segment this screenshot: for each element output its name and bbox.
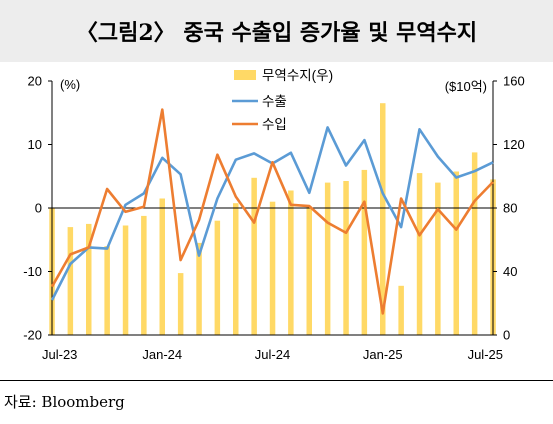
trade-balance-bar <box>453 171 459 335</box>
legend-label: 수출 <box>262 94 287 109</box>
trade-balance-bar <box>141 215 147 335</box>
trade-balance-bar <box>361 169 368 335</box>
trade-balance-bar <box>269 201 276 335</box>
trade-balance-bar <box>159 198 165 335</box>
trade-balance-bar <box>471 152 478 335</box>
x-tick-label: Jan-25 <box>363 347 403 362</box>
trade-balance-bar <box>398 285 404 335</box>
chart-area: 20 10 0 -10 -20 160 120 80 40 0 (%) ($10억) Jul-23 Jan… <box>0 62 553 380</box>
x-tick-label: Jul-24 <box>255 347 290 362</box>
trade-balance-bar <box>380 103 386 335</box>
source-note: 자료: Bloomberg <box>4 393 125 411</box>
trade-balance-bar <box>324 182 331 335</box>
right-tick-label: 40 <box>503 264 517 279</box>
left-tick-label: 20 <box>28 74 42 89</box>
left-axis-unit: (%) <box>60 77 80 92</box>
trade-balance-bar <box>104 246 110 335</box>
title-band: 〈그림2〉 중국 수출입 증가율 및 무역수지 <box>0 0 553 62</box>
chart-title: 〈그림2〉 중국 수출입 증가율 및 무역수지 <box>75 20 478 46</box>
trade-balance-bar <box>306 206 312 335</box>
trade-balance-bar <box>177 273 184 335</box>
right-tick-label: 80 <box>503 201 517 216</box>
legend-label: 수입 <box>262 117 287 132</box>
trade-balance-bar <box>233 203 239 335</box>
chart-svg: 20 10 0 -10 -20 160 120 80 40 0 (%) ($10억) Jul-23 Jan… <box>23 68 525 362</box>
right-tick-label: 160 <box>503 74 525 89</box>
source-divider <box>0 380 553 381</box>
trade-balance-bar <box>214 220 221 335</box>
trade-balance-bar <box>196 242 202 335</box>
trade-balance-bar <box>343 181 349 335</box>
legend-swatch <box>234 70 256 80</box>
trade-balance-bar <box>67 227 74 335</box>
right-tick-label: 0 <box>503 328 510 343</box>
trade-balance-bar <box>86 223 92 335</box>
left-tick-label: 0 <box>35 201 42 216</box>
left-tick-label: -10 <box>23 264 42 279</box>
trade-balance-bar <box>251 177 257 335</box>
trade-balance-bar <box>288 190 294 335</box>
trade-balance-bar <box>435 182 441 335</box>
right-axis-unit: ($10억) <box>445 79 487 94</box>
right-tick-label: 120 <box>503 137 525 152</box>
trade-balance-bar <box>122 225 129 335</box>
left-tick-label: -20 <box>23 328 42 343</box>
trade-balance-bar <box>416 173 423 335</box>
x-tick-label: Jul-25 <box>468 347 503 362</box>
x-tick-label: Jul-23 <box>42 347 77 362</box>
legend-label: 무역수지(우) <box>262 68 333 83</box>
left-tick-label: 10 <box>28 137 42 152</box>
imports-line <box>50 108 494 315</box>
x-tick-label: Jan-24 <box>142 347 182 362</box>
